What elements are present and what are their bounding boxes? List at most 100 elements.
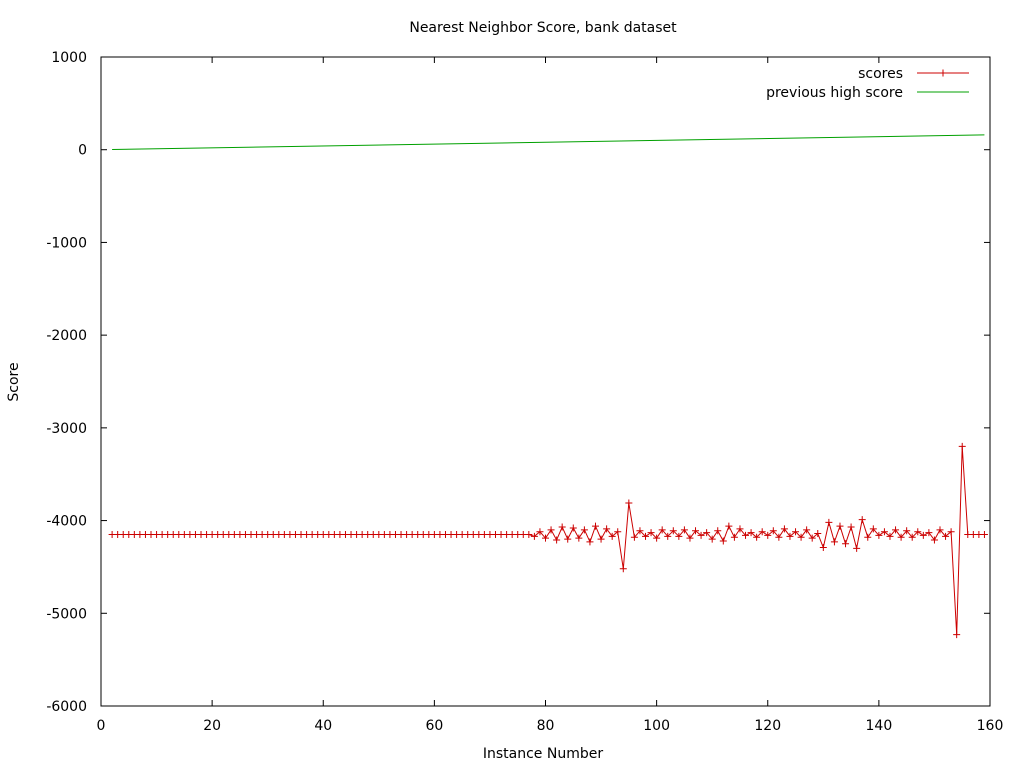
data-point <box>653 534 661 542</box>
y-tick-label: -3000 <box>46 421 87 437</box>
data-point <box>642 532 650 540</box>
y-tick-label: -6000 <box>46 699 87 715</box>
data-point <box>880 528 888 536</box>
data-point <box>942 532 950 540</box>
data-point <box>825 518 833 526</box>
data-point <box>603 525 611 533</box>
legend-label: scores <box>858 66 903 82</box>
data-point <box>714 527 722 535</box>
data-point <box>897 533 905 541</box>
data-point <box>908 533 916 541</box>
plot-frame <box>100 56 991 707</box>
data-point <box>758 528 766 536</box>
y-axis-label: Score <box>6 362 22 401</box>
data-point <box>614 528 622 536</box>
data-point <box>769 527 777 535</box>
series-layer <box>108 134 988 639</box>
data-point <box>558 523 566 531</box>
data-point <box>980 530 988 538</box>
data-point <box>947 528 955 536</box>
data-point <box>586 538 594 546</box>
data-point <box>553 536 561 544</box>
data-point <box>530 532 538 540</box>
data-point <box>569 524 577 532</box>
y-tick-label: -1000 <box>46 235 87 251</box>
data-point <box>903 527 911 535</box>
data-point <box>958 442 966 450</box>
data-point <box>875 531 883 539</box>
y-tick-label: -5000 <box>46 606 87 622</box>
data-point <box>869 525 877 533</box>
series-line <box>112 134 985 150</box>
data-point <box>814 530 822 538</box>
data-point <box>703 529 711 537</box>
data-point <box>675 532 683 540</box>
legend-marker <box>939 69 947 77</box>
data-point <box>580 526 588 534</box>
data-point <box>836 522 844 530</box>
data-point <box>658 526 666 534</box>
y-tick-label: 1000 <box>51 50 87 66</box>
data-point <box>525 530 533 538</box>
data-point <box>669 527 677 535</box>
data-point <box>719 537 727 545</box>
data-point <box>592 522 600 530</box>
data-point <box>919 531 927 539</box>
series-line <box>112 446 985 635</box>
data-point <box>786 532 794 540</box>
data-point <box>730 533 738 541</box>
data-point <box>564 535 572 543</box>
data-point <box>619 565 627 573</box>
legend-label: previous high score <box>766 85 903 101</box>
data-point <box>536 528 544 536</box>
axis-ticks: 0 20 40 60 80 100 120 140 160 1000 0 -1000 -2000 -300… <box>46 50 1003 734</box>
x-tick-label: 0 <box>97 718 106 734</box>
data-point <box>625 499 633 507</box>
data-point <box>886 532 894 540</box>
data-point <box>547 526 555 534</box>
y-tick-label: -2000 <box>46 328 87 344</box>
data-point <box>692 527 700 535</box>
data-point <box>608 532 616 540</box>
data-point <box>664 532 672 540</box>
chart-title: Nearest Neighbor Score, bank dataset <box>409 20 677 36</box>
x-tick-label: 120 <box>754 718 781 734</box>
data-point <box>725 522 733 530</box>
data-point <box>736 525 744 533</box>
data-point <box>925 529 933 537</box>
data-point <box>864 533 872 541</box>
data-point <box>797 533 805 541</box>
data-point <box>780 525 788 533</box>
data-point <box>697 531 705 539</box>
data-point <box>597 535 605 543</box>
x-tick-label: 40 <box>314 718 332 734</box>
data-point <box>847 523 855 531</box>
data-point <box>742 531 750 539</box>
data-point <box>542 534 549 542</box>
legend: scores previous high score <box>766 66 969 101</box>
data-point <box>858 516 866 524</box>
data-point <box>803 526 811 534</box>
data-point <box>853 544 861 552</box>
data-point <box>686 534 694 542</box>
data-point <box>930 536 938 544</box>
data-point <box>819 543 827 551</box>
data-point <box>630 533 638 541</box>
data-point <box>792 528 800 536</box>
x-tick-label: 80 <box>537 718 555 734</box>
data-point <box>914 528 922 536</box>
data-point <box>636 527 644 535</box>
x-tick-label: 100 <box>643 718 670 734</box>
series-0 <box>108 442 988 639</box>
y-tick-label: 0 <box>78 143 87 159</box>
data-point <box>936 526 944 534</box>
data-point <box>647 529 655 537</box>
data-point <box>775 533 783 541</box>
x-axis-label: Instance Number <box>483 746 603 762</box>
data-point <box>680 526 688 534</box>
data-point <box>842 540 850 548</box>
x-tick-label: 20 <box>203 718 221 734</box>
x-tick-label: 140 <box>866 718 893 734</box>
data-point <box>808 534 816 542</box>
